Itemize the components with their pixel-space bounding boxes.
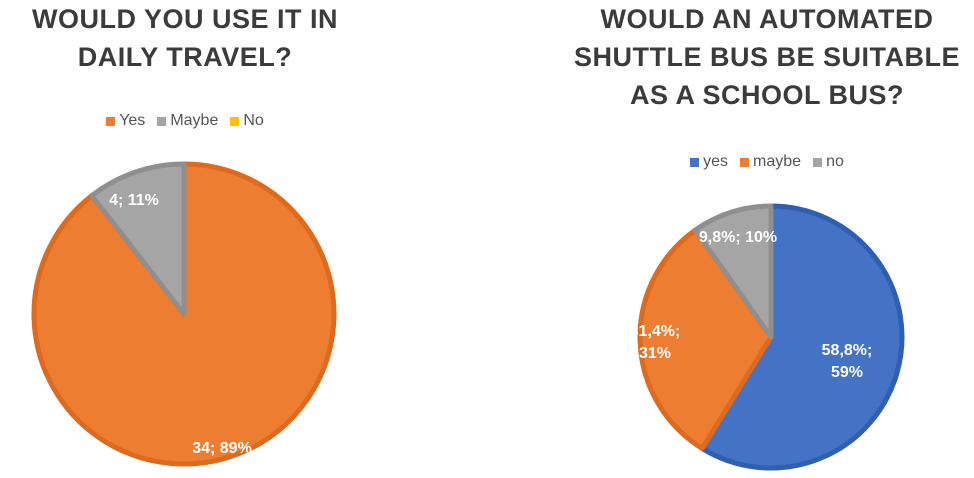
data-label-yes: 58,8%; 59% <box>822 342 873 381</box>
pie-chart: 34; 89% 4; 11% <box>31 161 337 467</box>
legend-swatch <box>106 116 116 126</box>
legend-item-yes: yes <box>690 153 728 171</box>
legend-label: yes <box>703 153 729 170</box>
pie-slice-no <box>692 203 774 340</box>
chart-title-line: SHUTTLE BUS BE SUITABLE <box>573 42 960 72</box>
chart-legend: Yes Maybe No <box>0 112 370 130</box>
legend-label: No <box>243 112 264 129</box>
legend-label: Yes <box>119 112 146 129</box>
legend-swatch <box>690 157 700 167</box>
legend-item-yes: Yes <box>106 112 145 130</box>
data-label-no: 9,8%; 10% <box>699 229 777 246</box>
legend-label: no <box>826 153 844 170</box>
chart-daily-travel: WOULD YOU USE IT IN DAILY TRAVEL? Yes Ma… <box>0 0 370 478</box>
pie-slice-maybe <box>637 227 774 451</box>
legend-label: maybe <box>753 153 802 170</box>
data-label-maybe: 4; 11% <box>109 192 159 209</box>
chart-title-line: DAILY TRAVEL? <box>77 42 293 72</box>
legend-label: Maybe <box>170 112 219 129</box>
legend-item-no: no <box>813 153 844 171</box>
chart-legend: yes maybe no <box>560 153 974 171</box>
data-label-yes: 34; 89% <box>192 440 252 457</box>
pie-slice-yes <box>699 203 905 471</box>
legend-item-no: No <box>230 112 264 130</box>
chart-school-bus: WOULD AN AUTOMATED SHUTTLE BUS BE SUITAB… <box>560 0 974 478</box>
legend-item-maybe: Maybe <box>157 112 218 130</box>
chart-title-line: AS A SCHOOL BUS? <box>629 80 905 110</box>
legend-swatch <box>230 116 240 126</box>
chart-title: WOULD AN AUTOMATED SHUTTLE BUS BE SUITAB… <box>560 0 974 114</box>
legend-item-maybe: maybe <box>740 153 801 171</box>
legend-swatch <box>740 157 750 167</box>
legend-swatch <box>813 157 823 167</box>
chart-title: WOULD YOU USE IT IN DAILY TRAVEL? <box>0 0 370 76</box>
pie-chart: 58,8%; 59% 31,4%; 31% 9,8%; 10% <box>630 203 905 471</box>
pie-slice-maybe <box>89 161 187 317</box>
data-label-maybe: 31,4%; 31% <box>630 323 681 362</box>
legend-swatch <box>157 116 167 126</box>
chart-title-line: WOULD YOU USE IT IN <box>31 4 338 34</box>
chart-title-line: WOULD AN AUTOMATED <box>600 4 934 34</box>
